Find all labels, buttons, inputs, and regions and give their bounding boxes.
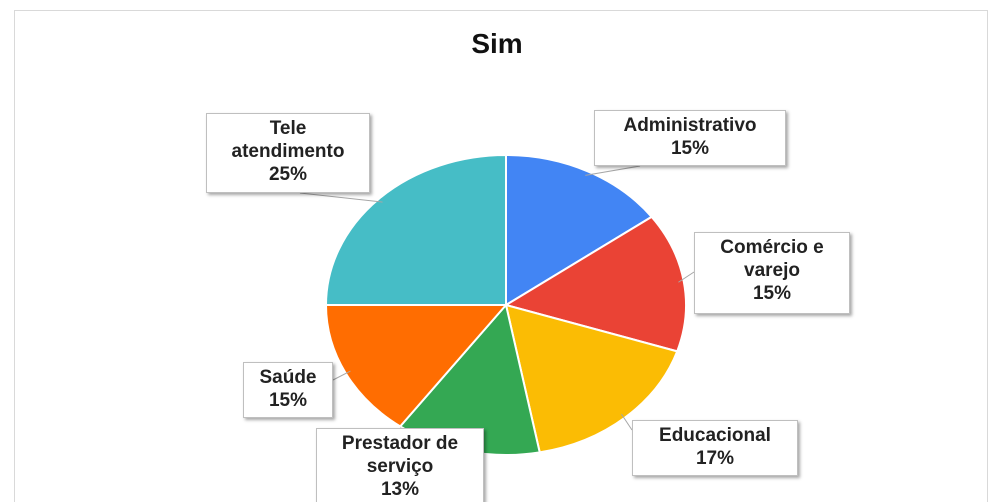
data-label: Educacional 17% [632,420,798,476]
value-label: 15% [752,283,792,304]
value-label: 25% [268,164,308,185]
leader-line [332,370,351,381]
leader-line [299,192,383,203]
category-label: Educacional [659,425,771,446]
chart-title: Sim [471,28,523,59]
data-label: Prestador de serviço 13% [316,428,484,502]
value-label: 15% [670,138,710,159]
leader-line [585,165,641,176]
category-label: Comércio e varejo [720,237,824,281]
data-label: Saúde 15% [243,362,333,418]
pie-slice [324,153,507,306]
category-label: Tele atendimento [231,118,345,162]
pie-slice [505,153,654,307]
value-label: 13% [380,479,420,500]
leader-line [678,271,695,283]
pie-slice [503,215,687,353]
chart-border [14,10,988,502]
category-label: Saúde [259,367,317,388]
category-label: Prestador de serviço [341,433,459,477]
pie-slice [504,303,679,454]
data-label: Tele atendimento 25% [206,113,370,193]
value-label: 15% [268,390,308,411]
category-label: Administrativo [623,115,757,136]
value-label: 17% [695,448,735,469]
leader-line [621,413,633,431]
data-label: Administrativo 15% [594,110,786,166]
data-label: Comércio e varejo 15% [694,232,850,314]
